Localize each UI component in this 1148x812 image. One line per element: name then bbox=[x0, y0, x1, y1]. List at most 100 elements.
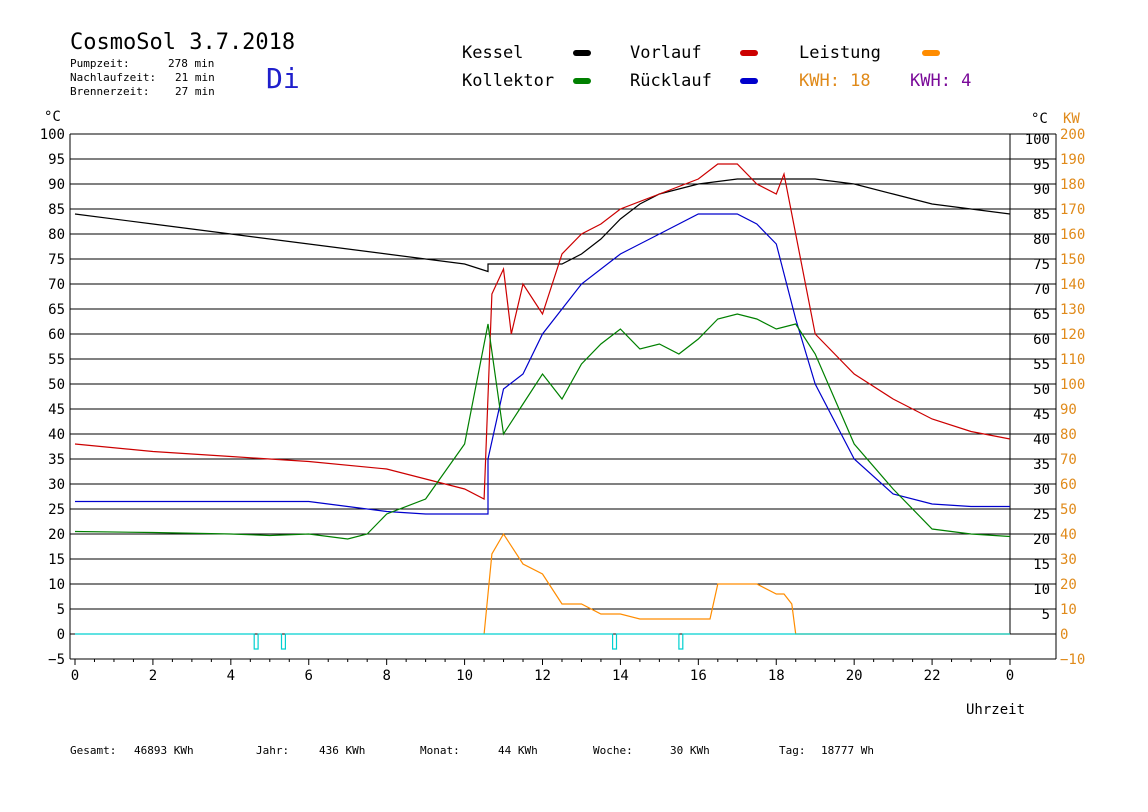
legend-kessel-swatch bbox=[573, 50, 591, 56]
y-tick-label-right: 25 bbox=[1033, 507, 1050, 523]
y-tick-label-left: 40 bbox=[48, 427, 65, 443]
footer-woche-label: Woche: bbox=[593, 744, 633, 757]
y-tick-label-left: 30 bbox=[48, 477, 65, 493]
footer-monat-label: Monat: bbox=[420, 744, 460, 757]
legend-vorlauf: Vorlauf bbox=[630, 43, 702, 63]
x-tick-label: 6 bbox=[305, 668, 313, 684]
chart-title: CosmoSol 3.7.2018 bbox=[70, 30, 296, 55]
y-tick-label-right: 50 bbox=[1033, 382, 1050, 398]
x-tick-label: 8 bbox=[382, 668, 390, 684]
power-tick-label: 120 bbox=[1060, 327, 1085, 343]
x-tick-label: 16 bbox=[690, 668, 707, 684]
power-tick-label: 20 bbox=[1060, 577, 1077, 593]
stat-value-brennerzeit: 27 min bbox=[175, 85, 215, 98]
power-tick-label: 30 bbox=[1060, 552, 1077, 568]
y-tick-label-right: 95 bbox=[1033, 157, 1050, 173]
y-tick-label-right: 30 bbox=[1033, 482, 1050, 498]
y-tick-label-right: 55 bbox=[1033, 357, 1050, 373]
x-tick-label: 0 bbox=[1006, 668, 1014, 684]
x-tick-label: 14 bbox=[612, 668, 629, 684]
y-tick-label-left: 60 bbox=[48, 327, 65, 343]
x-tick-label: 12 bbox=[534, 668, 551, 684]
power-tick-label: 200 bbox=[1060, 127, 1085, 143]
y-tick-label-right: 100 bbox=[1025, 132, 1050, 148]
footer-tag-label: Tag: bbox=[779, 744, 806, 757]
y-tick-label-left: 45 bbox=[48, 402, 65, 418]
y-tick-label-left: 65 bbox=[48, 302, 65, 318]
legend-kessel: Kessel bbox=[462, 43, 524, 63]
stat-label-nachlaufzeit: Nachlaufzeit: bbox=[70, 71, 157, 84]
y-tick-label-right: 60 bbox=[1033, 332, 1050, 348]
footer-jahr-label: Jahr: bbox=[256, 744, 290, 757]
y-tick-label-right: 90 bbox=[1033, 182, 1050, 198]
y-tick-label-left: 20 bbox=[48, 527, 65, 543]
power-tick-label: 70 bbox=[1060, 452, 1077, 468]
power-tick-label: 180 bbox=[1060, 177, 1085, 193]
series-kessel-line bbox=[74, 178, 1011, 273]
y-tick-label-left: 15 bbox=[48, 552, 65, 568]
y-tick-label-left: 0 bbox=[57, 627, 65, 643]
y-tick-label-right: 5 bbox=[1042, 607, 1050, 623]
power-tick-label: 10 bbox=[1060, 602, 1077, 618]
y-axis-label-left: °C bbox=[44, 109, 61, 125]
footer-jahr-value: 436 KWh bbox=[319, 744, 366, 757]
legend-ruecklauf: Rücklauf bbox=[630, 71, 712, 91]
y-tick-label-left: 70 bbox=[48, 277, 65, 293]
legend-leistung: Leistung bbox=[799, 43, 881, 63]
y-tick-label-left: 55 bbox=[48, 352, 65, 368]
power-tick-label: 40 bbox=[1060, 527, 1077, 543]
y-tick-label-left: 100 bbox=[40, 127, 65, 143]
y-tick-label-right: 35 bbox=[1033, 457, 1050, 473]
footer-monat-value: 44 KWh bbox=[498, 744, 538, 757]
x-tick-label: 20 bbox=[846, 668, 863, 684]
y-tick-label-right: 75 bbox=[1033, 257, 1050, 273]
power-tick-label: −10 bbox=[1060, 652, 1085, 668]
y-tick-label-right: 45 bbox=[1033, 407, 1050, 423]
x-tick-label: 10 bbox=[456, 668, 473, 684]
legend-kollektor: Kollektor bbox=[462, 71, 555, 91]
x-axis-label: Uhrzeit bbox=[966, 702, 1025, 718]
footer-gesamt-label: Gesamt: bbox=[70, 744, 117, 757]
power-tick-label: 100 bbox=[1060, 377, 1085, 393]
legend-kwh-orange: KWH: 18 bbox=[799, 71, 871, 91]
power-tick-label: 190 bbox=[1060, 152, 1085, 168]
series-kollektor-line bbox=[74, 313, 1011, 540]
legend-kwh-purple: KWH: 4 bbox=[910, 71, 972, 91]
series-leistung-line bbox=[483, 532, 1010, 635]
y-tick-label-left: 95 bbox=[48, 152, 65, 168]
y-tick-label-right: 10 bbox=[1033, 582, 1050, 598]
y-tick-label-right: 20 bbox=[1033, 532, 1050, 548]
x-tick-label: 22 bbox=[924, 668, 941, 684]
weekday-label: Di bbox=[266, 62, 300, 95]
power-tick-label: 80 bbox=[1060, 427, 1077, 443]
y-tick-label-left: 10 bbox=[48, 577, 65, 593]
power-tick-label: 160 bbox=[1060, 227, 1085, 243]
chart-tick-labels: 0 2 4 6 8 10 12 14 16 18 20 22 010095908580757065605… bbox=[40, 127, 1086, 684]
y-axis-label-right: °C bbox=[1031, 111, 1048, 127]
x-tick-label: 18 bbox=[768, 668, 785, 684]
stat-value-nachlaufzeit: 21 min bbox=[175, 71, 215, 84]
power-tick-label: 110 bbox=[1060, 352, 1085, 368]
series-brenner-line bbox=[75, 633, 1010, 650]
y-tick-label-right: 15 bbox=[1033, 557, 1050, 573]
power-tick-label: 170 bbox=[1060, 202, 1085, 218]
stat-value-pumpzeit: 278 min bbox=[168, 57, 215, 70]
series-vorlauf-line bbox=[74, 163, 1011, 500]
y-tick-label-right: 80 bbox=[1033, 232, 1050, 248]
y-tick-label-right: 70 bbox=[1033, 282, 1050, 298]
power-tick-label: 0 bbox=[1060, 627, 1068, 643]
footer-gesamt-value: 46893 KWh bbox=[134, 744, 194, 757]
power-tick-label: 140 bbox=[1060, 277, 1085, 293]
y-tick-label-left: 50 bbox=[48, 377, 65, 393]
y-tick-label-left: 5 bbox=[57, 602, 65, 618]
x-tick-label: 0 bbox=[71, 668, 79, 684]
y-tick-label-left: −5 bbox=[48, 652, 65, 668]
power-tick-label: 150 bbox=[1060, 252, 1085, 268]
chart-series bbox=[74, 163, 1011, 650]
power-tick-label: 90 bbox=[1060, 402, 1077, 418]
y-tick-label-left: 25 bbox=[48, 502, 65, 518]
footer-tag-value: 18777 Wh bbox=[821, 744, 874, 757]
y-tick-label-left: 35 bbox=[48, 452, 65, 468]
y-axis-label-power: KW bbox=[1063, 111, 1080, 127]
